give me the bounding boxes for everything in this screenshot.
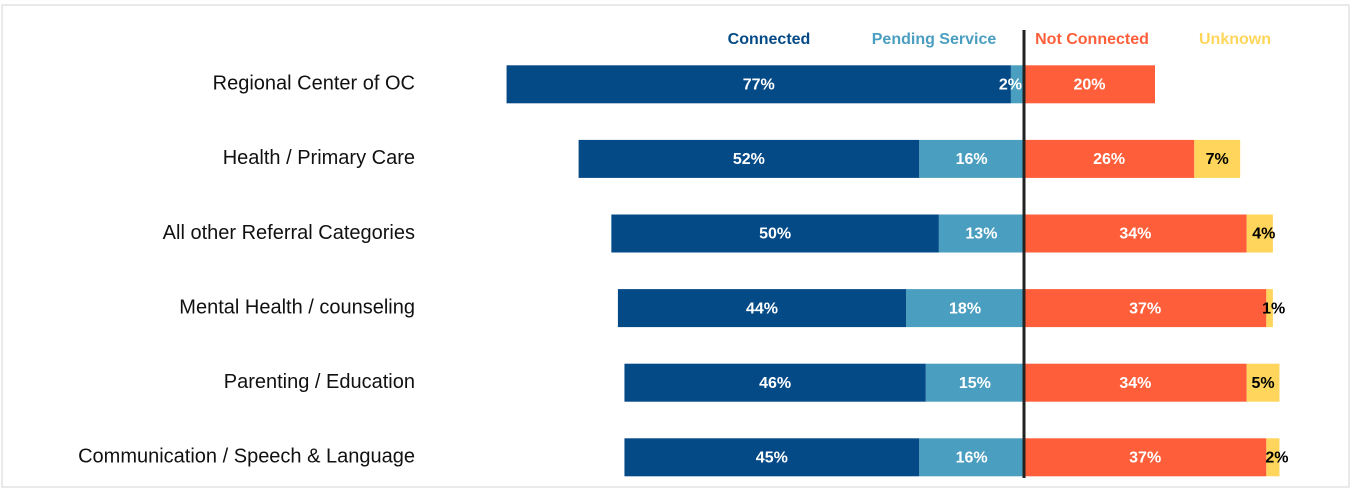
bar-segment: [1010, 65, 1024, 104]
value-label: 37%: [1129, 450, 1161, 467]
value-label: 7%: [1206, 151, 1229, 168]
legend-label: Pending Service: [872, 31, 997, 48]
bar-segment: [1246, 214, 1273, 253]
bar-segment: [1246, 363, 1280, 402]
value-label: 34%: [1119, 375, 1151, 392]
category-label: Communication / Speech & Language: [78, 446, 415, 468]
value-label: 16%: [956, 450, 988, 467]
value-label: 26%: [1093, 151, 1125, 168]
value-label: 20%: [1073, 77, 1105, 94]
value-label: 18%: [949, 300, 981, 317]
bar-segment: [578, 139, 920, 178]
bar-segment: [906, 289, 1024, 328]
value-label: 5%: [1252, 375, 1275, 392]
bar-segment: [1024, 65, 1155, 104]
value-label: 37%: [1129, 300, 1161, 317]
bar-segment: [1024, 214, 1247, 253]
value-label: 2%: [999, 77, 1022, 94]
bar-segment: [919, 438, 1024, 477]
value-label: 45%: [756, 450, 788, 467]
frame: [1, 4, 1350, 488]
value-label: 1%: [1262, 300, 1285, 317]
bar-segment: [938, 214, 1024, 253]
category-label: All other Referral Categories: [163, 222, 415, 244]
bar-segment: [1024, 363, 1247, 402]
bar-segment: [506, 65, 1011, 104]
value-label: 16%: [956, 151, 988, 168]
value-label: 50%: [759, 226, 791, 243]
value-label: 4%: [1252, 226, 1275, 243]
bar-segment: [1024, 289, 1267, 328]
value-label: 77%: [743, 77, 775, 94]
category-label: Health / Primary Care: [223, 147, 415, 169]
legend-label: Not Connected: [1035, 31, 1149, 48]
value-label: 15%: [959, 375, 991, 392]
bar-segment: [925, 363, 1024, 402]
bar-segment: [611, 214, 939, 253]
category-label: Parenting / Education: [224, 371, 415, 393]
bar-segment: [1266, 289, 1273, 328]
category-label: Mental Health / counseling: [179, 296, 415, 318]
bar-segment: [1266, 438, 1280, 477]
bar-segment: [1024, 438, 1267, 477]
bar-segment: [1024, 139, 1195, 178]
bar-segment: [617, 289, 907, 328]
value-label: 34%: [1119, 226, 1151, 243]
value-label: 2%: [1265, 450, 1288, 467]
category-label: Regional Center of OC: [213, 73, 415, 95]
legend-label: Connected: [728, 31, 811, 48]
value-label: 13%: [965, 226, 997, 243]
bar-segment: [1194, 139, 1241, 178]
value-label: 46%: [759, 375, 791, 392]
value-label: 44%: [746, 300, 778, 317]
bar-segment: [624, 363, 926, 402]
bar-segment: [919, 139, 1024, 178]
bar-segment: [624, 438, 920, 477]
value-label: 52%: [733, 151, 765, 168]
legend-label: Unknown: [1199, 31, 1271, 48]
